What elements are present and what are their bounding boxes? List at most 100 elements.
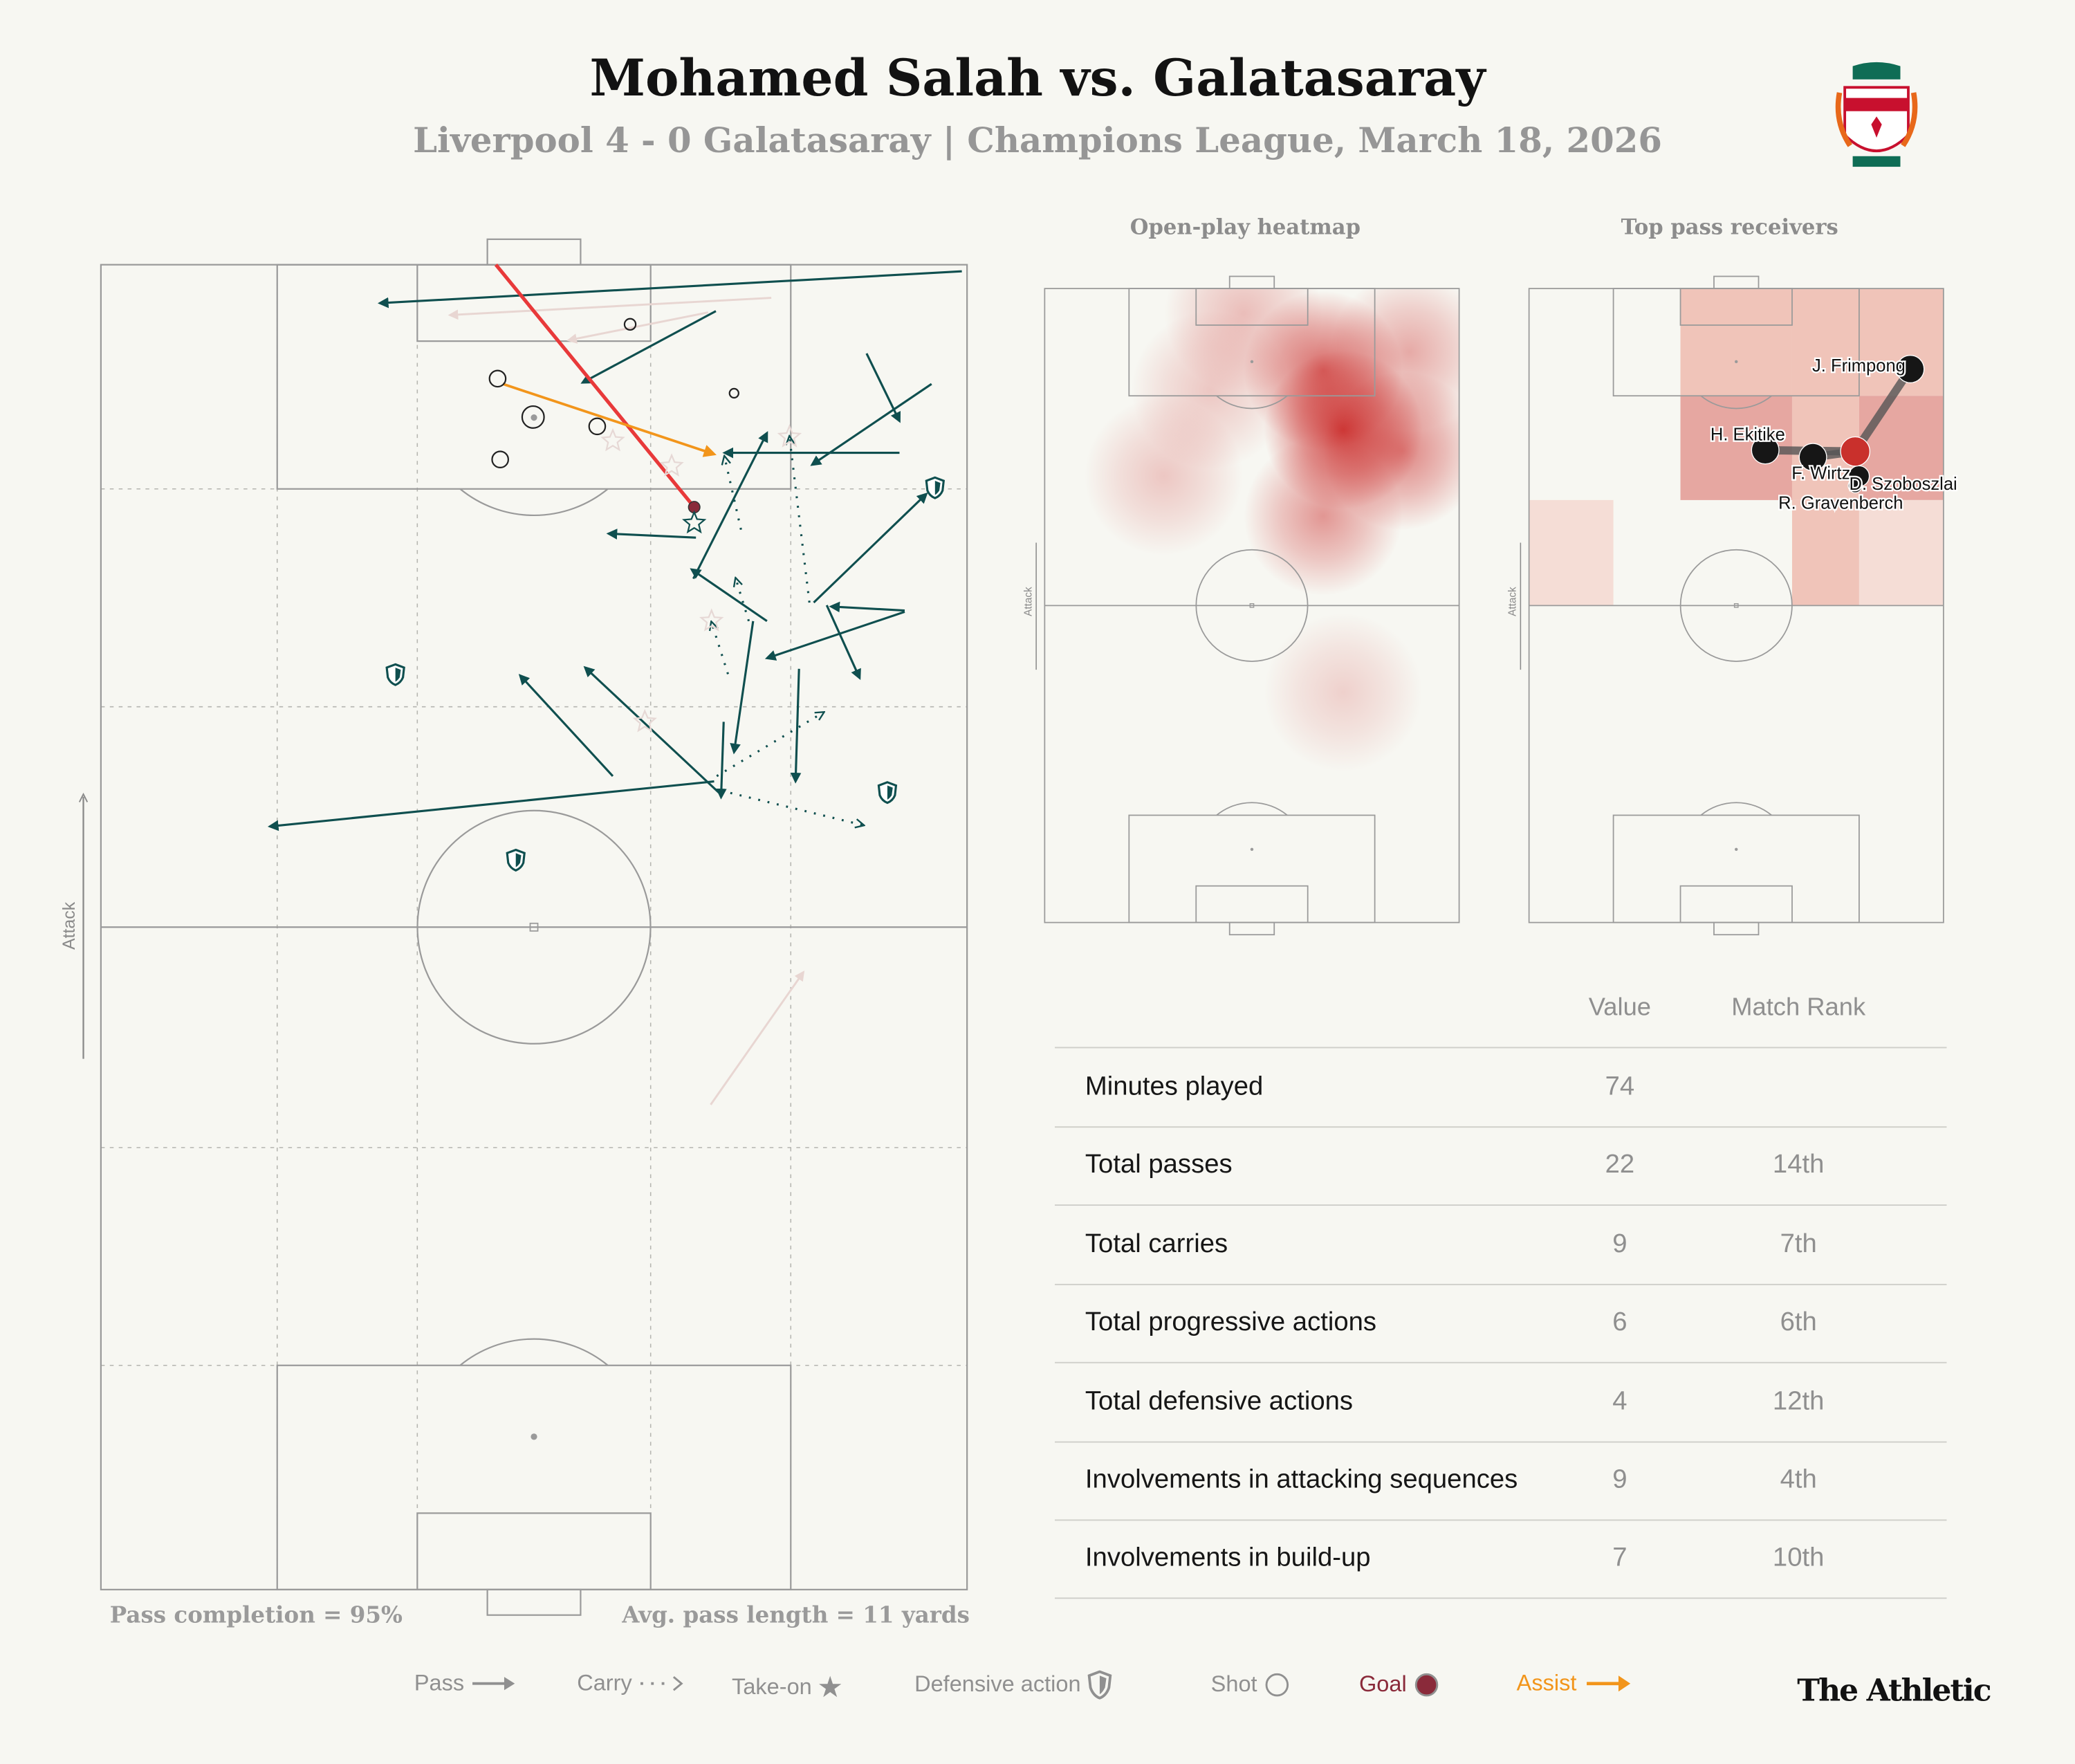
stat-label: Involvements in build-up [1085,1543,1371,1573]
star-icon: ★ [817,1670,844,1704]
failed-pass-arrow [566,311,709,344]
penalty-spot [531,1433,537,1440]
center-spot [1249,603,1255,608]
receivers-attack-arrow-icon [1520,542,1522,670]
col-header-value: Value [1588,993,1652,1022]
shot-marker [488,369,507,388]
legend-take-on: Take-on ★ [732,1671,843,1705]
stat-value: 22 [1605,1150,1635,1180]
shield-outline [506,848,526,872]
pass-arrow [377,270,962,309]
penalty-spot [1735,360,1738,364]
take-on-star-icon [659,453,684,477]
heat-blob [1131,311,1290,470]
shield-fill [395,668,401,682]
shield-fill [515,853,522,867]
stat-rank: 6th [1780,1307,1817,1337]
stat-value: 4 [1612,1386,1627,1416]
table-row: Total defensive actions 4 12th [1054,1363,1947,1442]
receiver-node [1751,436,1780,465]
penalty-arc [1700,802,1772,816]
pass-arrow [518,674,614,777]
table-row: Involvements in attacking sequences 9 4th [1054,1442,1947,1521]
receiver-zone [1791,288,1859,396]
heatmap-pitch [1044,275,1460,936]
receiver-zone [1859,499,1944,606]
heat-blob [1244,437,1403,596]
shield-fill [934,481,941,495]
stat-rank: 12th [1772,1386,1825,1416]
shot-marker [491,450,509,469]
receiver-zone [1791,499,1859,606]
shield-icon [877,781,898,805]
pass-arrow [690,568,768,623]
shield-icon [925,476,946,499]
stat-rank: 7th [1780,1229,1817,1259]
legend-pass: Pass [414,1671,517,1697]
pass-arrow [267,780,714,832]
penalty-spot [1250,360,1254,364]
receiver-label: H. Ekitike [1710,425,1785,445]
shield-icon [506,848,526,872]
six-yard-box [1195,885,1309,924]
legend-goal-label: Goal [1358,1671,1407,1697]
pass-arrow [583,665,722,796]
carry-arrow [712,623,730,674]
passer-node [1840,436,1871,467]
stat-label: Total defensive actions [1085,1386,1354,1416]
pass-arrow [716,722,727,800]
pass-arrow [790,668,802,784]
pass-link [1852,367,1914,454]
legend-pass-label: Pass [414,1670,465,1696]
penalty-box [1128,814,1376,924]
pass-arrow [865,353,901,423]
stat-label: Total progressive actions [1085,1307,1377,1337]
shield-outline [925,476,946,499]
heatmap-attack-arrow-icon [1035,542,1037,670]
six-yard-box [416,264,652,342]
carry-arrow [789,437,811,603]
table-row: Involvements in build-up 7 10th [1054,1520,1947,1600]
stat-rank: 14th [1772,1150,1825,1180]
six-yard-box [416,1512,652,1590]
center-spot [529,922,539,932]
center-circle [416,809,652,1045]
goal [486,238,582,266]
stat-value: 74 [1605,1072,1635,1101]
goal-dot-icon [1414,1673,1439,1697]
receiver-node [1798,443,1827,472]
center-circle [1195,549,1309,662]
heatmap-title: Open-play heatmap [1129,214,1361,240]
goal [1713,275,1760,289]
legend-shot: Shot [1211,1671,1292,1700]
goal-shot-line [494,264,696,508]
stat-value: 6 [1612,1307,1627,1337]
stat-rank: 4th [1780,1465,1817,1495]
legend-carry: Carry [577,1671,685,1697]
penalty-spot [531,414,537,421]
shield-icon [385,663,405,686]
penalty-spot [1250,847,1254,852]
legend-shot-label: Shot [1210,1671,1257,1697]
receivers-title: Top pass receivers [1621,214,1838,240]
goal [486,1588,582,1616]
shot-circle-icon [1265,1673,1289,1697]
receiver-zone [1680,288,1792,396]
receiver-node [1847,478,1863,493]
receiver-label: J. Frimpong [1812,356,1906,376]
carry-arrow [725,457,742,531]
carry-arrow [716,713,823,778]
heatmap-layer [1084,288,1459,772]
shot-marker [588,417,607,436]
table-row: Total progressive actions 6 6th [1054,1284,1947,1364]
receiver-label: D. Szoboszlai [1850,475,1957,494]
pass-arrow [810,383,932,466]
liverpool-crest-logo [1835,62,1918,167]
shot-marker [623,318,637,331]
main-pitch [100,238,968,1616]
legend-defensive: Defensive action [914,1670,1112,1700]
stat-label: Involvements in attacking sequences [1085,1465,1518,1495]
penalty-arc [1700,395,1772,410]
shield-outline [877,781,898,805]
